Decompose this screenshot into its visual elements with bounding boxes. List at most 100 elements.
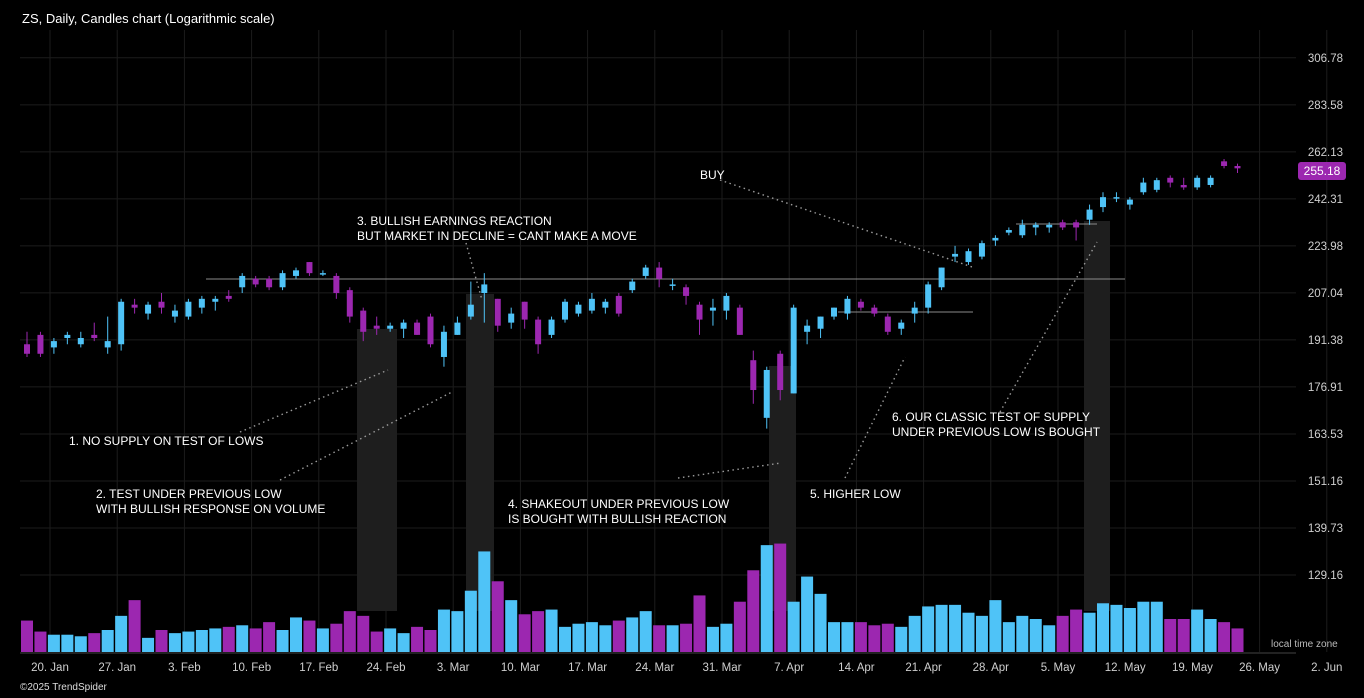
candle [1167,175,1174,188]
x-tick-label: 10. Feb [232,662,271,674]
volume-bar [922,606,935,652]
candle [1086,204,1093,225]
candle-body [804,325,811,332]
volume-bar [975,615,988,652]
volume-bar [505,600,518,652]
volume-bar [1056,615,1069,652]
candle [239,273,246,294]
candle-body [1234,165,1241,169]
candle [615,293,622,317]
annotation-label: 5. HIGHER LOW [810,487,901,501]
candle-body [454,322,461,335]
candle-body [1140,182,1147,193]
volume-bar [1177,619,1190,652]
candle-body [562,301,568,320]
candle [494,298,501,332]
volume-bar [532,611,545,652]
annotations: 1. NO SUPPLY ON TEST OF LOWS 2. TEST UNDE… [69,168,1101,526]
candle-body [414,322,421,335]
volume-bar [881,623,894,652]
candle-body [118,301,125,345]
candle-body [440,331,447,357]
candle [118,298,125,351]
candle-body [548,319,555,335]
x-tick-label: 10. Mar [501,662,540,674]
volume-bar [841,622,854,652]
candle [911,301,918,323]
candle [198,295,205,314]
candle [131,298,138,314]
candle-body [360,310,367,332]
candle-body [225,295,232,299]
volume-bar [626,617,639,652]
volume-bar [1164,619,1177,652]
annotation-label: 2. TEST UNDER PREVIOUS LOW WITH BULLISH R… [96,487,325,516]
candle-body [400,322,407,329]
volume-bar [774,543,787,652]
candle-body [1086,209,1093,220]
candle [145,301,152,320]
level-lines [206,223,1125,313]
candle-body [1221,161,1228,166]
candle [212,295,219,311]
candle [266,275,273,291]
candle-body [1167,177,1174,183]
candle [588,293,595,314]
candle-body [481,284,488,294]
timezone-label[interactable]: local time zone [1271,639,1338,650]
candle-body [333,275,340,294]
volume-bar [384,628,397,652]
candle [831,307,837,320]
volume-bar [236,625,249,652]
candle-body [656,267,663,279]
volume-bar [437,609,450,652]
candle-body [709,307,716,311]
x-tick-label: 21. Apr [905,662,942,674]
candle [400,319,407,338]
candle [467,281,474,320]
annotation-leader [279,391,453,481]
volume-bar [733,601,746,652]
candle-body [871,307,878,314]
candle-body [790,307,797,394]
candle-body [1194,177,1201,188]
volume-bar [1191,609,1204,652]
candle [252,275,259,288]
volume-bar [101,630,114,652]
volume-bar [612,620,625,652]
candle-body [1207,177,1214,185]
candle-body [521,301,528,320]
volume-bar [168,633,181,652]
candle [575,301,582,317]
candle [64,331,71,345]
volume-bar [276,630,289,652]
annotation-label: 3. BULLISH EARNINGS REACTION BUT MARKET I… [357,214,637,243]
candle [77,331,84,348]
candle-body [965,251,972,263]
candle [777,350,784,401]
volume-bar [639,611,652,652]
x-tick-label: 24. Mar [635,662,674,674]
volume-bar [182,631,195,652]
candle-body [629,281,636,291]
candle [844,295,851,320]
candle-body [50,341,57,348]
volume-bar [720,623,733,652]
candle [440,325,447,367]
annotation-leader [239,369,389,433]
candle [50,337,57,354]
candle [790,304,797,394]
volume-bar [585,622,598,652]
volume-bar [1029,619,1042,652]
volume-bar [653,625,666,652]
annotation-label: 1. NO SUPPLY ON TEST OF LOWS [69,434,264,448]
volume-bar [760,545,773,652]
candle-body [346,290,353,317]
candle-body [642,267,649,276]
annotation-leader [677,462,782,479]
candle [683,284,690,305]
candle-body [736,307,743,335]
candle-body [925,284,932,308]
candle-body [1019,224,1026,236]
